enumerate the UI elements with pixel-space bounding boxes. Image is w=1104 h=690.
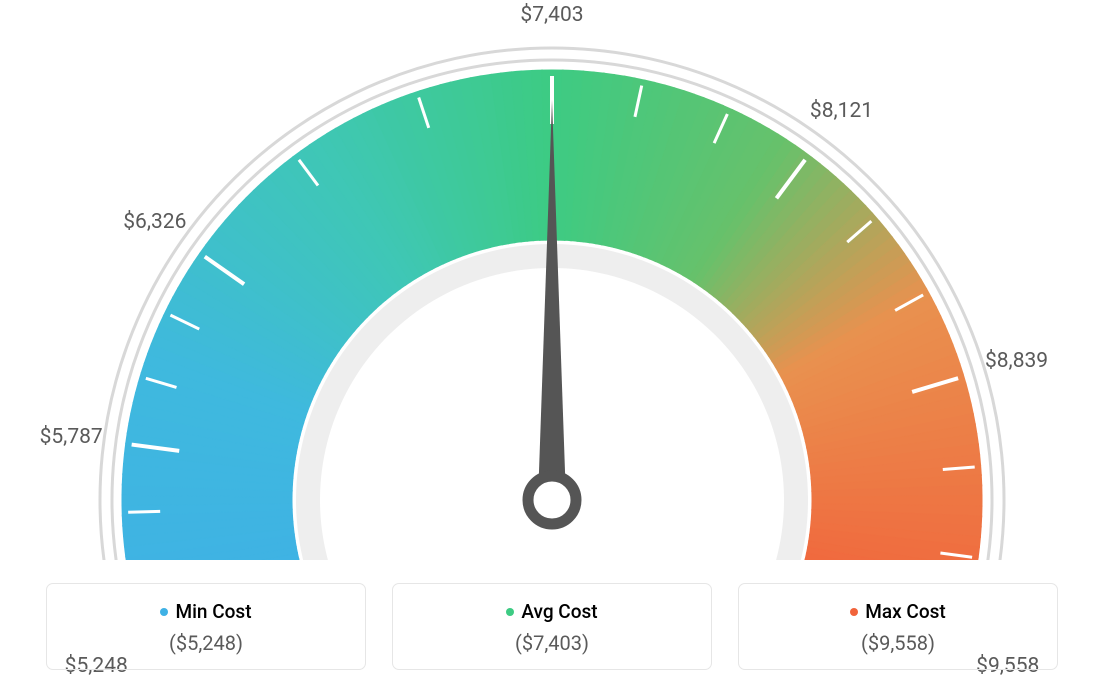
legend-value-min: ($5,248) [47, 631, 365, 655]
legend-dot-avg [506, 608, 514, 616]
gauge-tick-label: $6,326 [123, 210, 186, 234]
legend-card-min: Min Cost ($5,248) [46, 583, 366, 670]
legend-value-avg: ($7,403) [393, 631, 711, 655]
legend-row: Min Cost ($5,248) Avg Cost ($7,403) Max … [0, 583, 1104, 670]
legend-card-max: Max Cost ($9,558) [738, 583, 1058, 670]
gauge-tick-label: $7,403 [520, 3, 583, 27]
gauge-svg [0, 0, 1104, 560]
legend-value-max: ($9,558) [739, 631, 1057, 655]
gauge-chart: $5,248$5,787$6,326$7,403$8,121$8,839$9,5… [0, 0, 1104, 560]
legend-card-avg: Avg Cost ($7,403) [392, 583, 712, 670]
legend-title-avg: Avg Cost [393, 600, 711, 623]
legend-label-avg: Avg Cost [521, 600, 597, 623]
legend-dot-max [850, 608, 858, 616]
gauge-tick-label: $5,787 [40, 425, 103, 449]
legend-label-min: Min Cost [175, 600, 251, 623]
legend-dot-min [160, 608, 168, 616]
gauge-tick-label: $8,839 [985, 349, 1048, 373]
legend-label-max: Max Cost [865, 600, 945, 623]
legend-title-min: Min Cost [47, 600, 365, 623]
gauge-tick-label: $8,121 [810, 99, 873, 123]
legend-title-max: Max Cost [739, 600, 1057, 623]
